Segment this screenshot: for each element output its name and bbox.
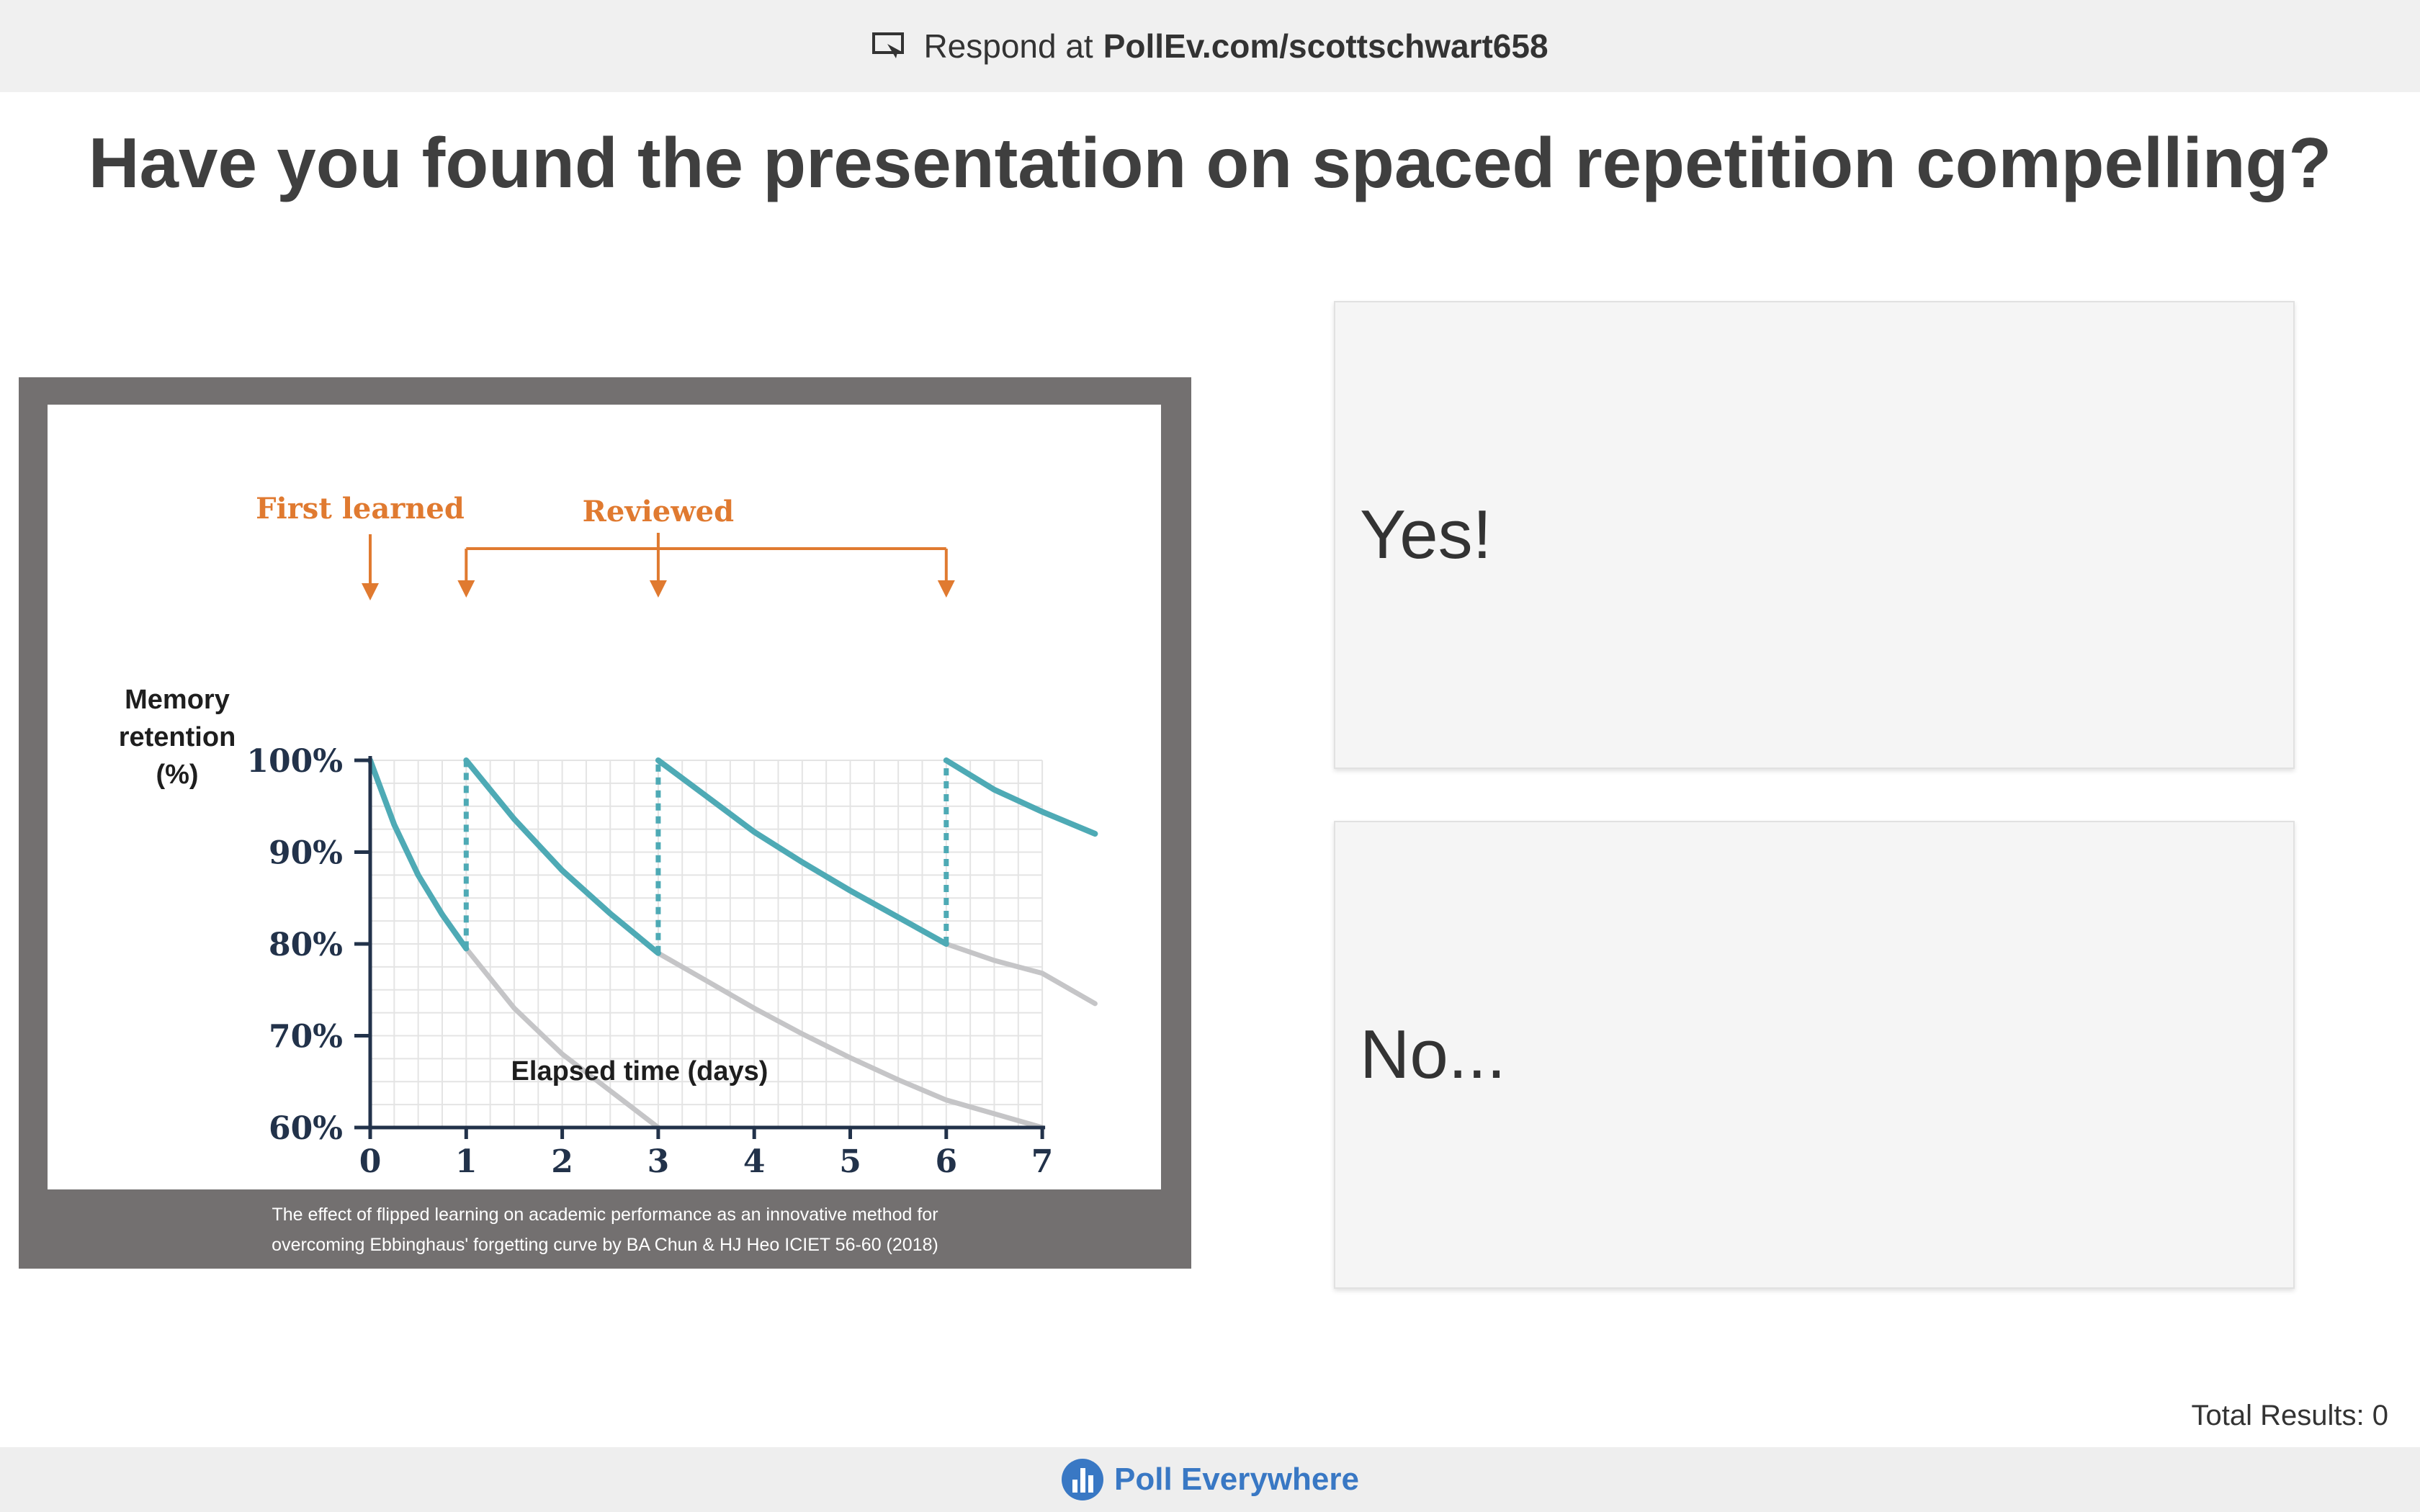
option-no[interactable]: No... [1334, 821, 2295, 1289]
retention-curve-line [943, 757, 1098, 837]
x-tick-label: 7 [1031, 1143, 1054, 1180]
poll-url[interactable]: PollEv.com/scottschwart658 [1103, 27, 1549, 65]
x-tick-label: 6 [935, 1143, 957, 1180]
x-tick-label: 4 [743, 1143, 766, 1180]
x-axis-label: Elapsed time (days) [511, 1056, 768, 1086]
y-tick-label: 90% [269, 835, 343, 872]
figure-panel: 0 1 2 3 4 5 6 7 60% 70% 80% 90% 100% Elapsed time (da… [19, 377, 1191, 1269]
y-tick-label: 80% [269, 927, 343, 963]
caption-line-2: overcoming Ebbinghaus' forgetting curve … [272, 1235, 938, 1255]
chart-image: 0 1 2 3 4 5 6 7 60% 70% 80% 90% 100% Elapsed time (da… [48, 405, 1161, 1189]
y-tick-label: 100% [246, 743, 343, 780]
footer: Poll Everywhere [0, 1447, 2420, 1512]
respond-icon [872, 32, 905, 58]
y-tick-label: 60% [269, 1110, 343, 1147]
option-label: No... [1360, 1016, 1506, 1093]
decay-curve-line [944, 941, 1098, 1007]
poll-everywhere-logo-icon [1062, 1459, 1104, 1500]
decay-curve-line [655, 950, 1045, 1130]
reviewed-arrowhead [649, 580, 667, 598]
first-learned-arrowhead [362, 583, 379, 600]
reviewed-arrowhead [937, 580, 955, 598]
brand-name: Poll Everywhere [1114, 1462, 1359, 1497]
retention-curve-line [367, 757, 470, 952]
retention-curve-line [655, 757, 949, 947]
decay-curve-line [463, 945, 661, 1130]
x-tick-label: 2 [551, 1143, 573, 1180]
total-results: Total Results: 0 [2191, 1400, 2388, 1431]
reviewed-label: Reviewed [583, 495, 734, 528]
poll-question: Have you found the presentation on space… [88, 123, 2332, 202]
reviewed-arrowhead [457, 580, 475, 598]
y-axis-label-line: retention [119, 722, 236, 752]
option-label: Yes! [1360, 496, 1492, 573]
y-axis-label-line: Memory [125, 685, 230, 715]
x-tick-label: 3 [647, 1143, 670, 1180]
retention-curve-line [463, 757, 661, 956]
first-learned-label: First learned [256, 492, 465, 526]
figure-caption: The effect of flipped learning on academ… [19, 1200, 1191, 1260]
y-tick-label: 70% [269, 1019, 343, 1056]
respond-header: Respond at PollEv.com/scottschwart658 [0, 0, 2420, 92]
x-tick-label: 5 [839, 1143, 861, 1180]
option-yes[interactable]: Yes! [1334, 301, 2295, 769]
caption-line-1: The effect of flipped learning on academ… [272, 1205, 938, 1225]
respond-prefix: Respond at [923, 27, 1093, 65]
x-tick-label: 0 [359, 1143, 382, 1180]
y-axis-label-line: (%) [156, 760, 198, 790]
forgetting-curve-chart: 0 1 2 3 4 5 6 7 60% 70% 80% 90% 100% Elapsed time (da… [119, 492, 1098, 1180]
x-tick-label: 1 [455, 1143, 478, 1180]
